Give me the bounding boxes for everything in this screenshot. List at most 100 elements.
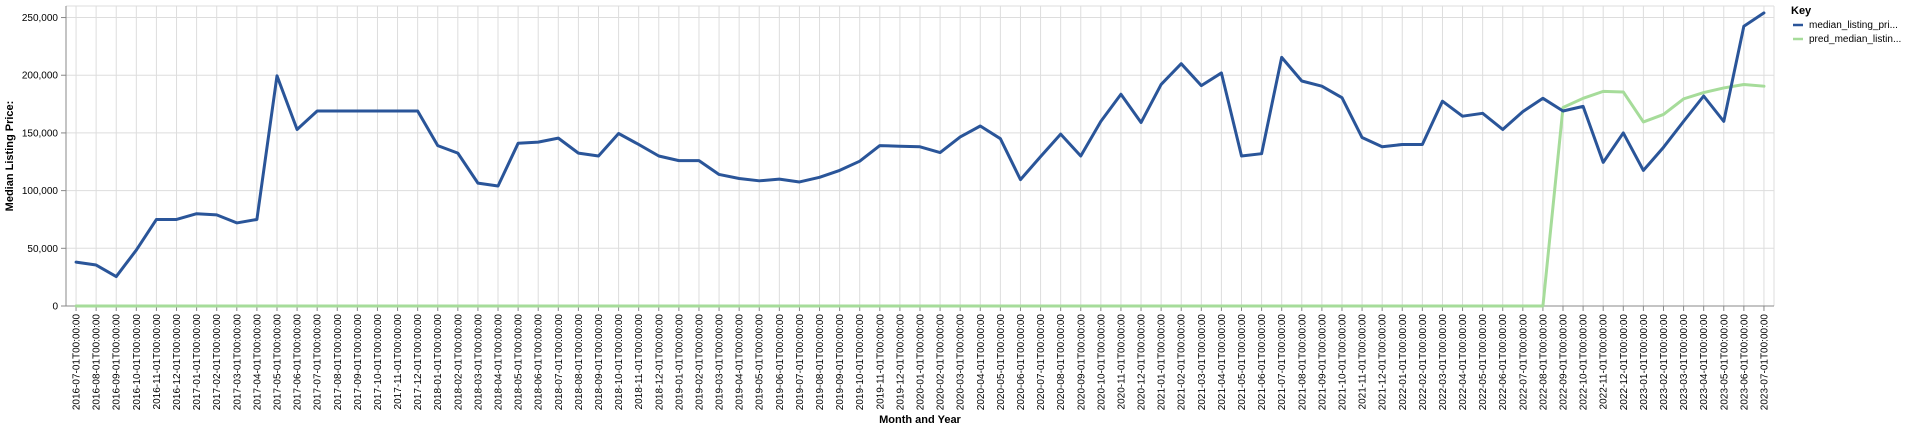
x-tick-label: 2021-12-01T00:00:00 [1378,314,1389,411]
x-tick-label: 2020-01-01T00:00:00 [916,314,927,411]
x-tick-label: 2017-11-01T00:00:00 [393,314,404,410]
x-tick-label: 2023-04-01T00:00:00 [1699,314,1710,411]
x-tick-label: 2017-04-01T00:00:00 [252,314,263,411]
x-tick-label: 2023-05-01T00:00:00 [1719,314,1730,411]
x-tick-label: 2020-07-01T00:00:00 [1036,314,1047,411]
x-tick-label: 2016-08-01T00:00:00 [92,314,103,411]
x-tick-label: 2017-12-01T00:00:00 [413,314,424,411]
x-tick-label: 2019-04-01T00:00:00 [735,314,746,411]
x-tick-label: 2023-06-01T00:00:00 [1739,314,1750,411]
x-tick-label: 2020-12-01T00:00:00 [1137,314,1148,411]
x-tick-label: 2016-12-01T00:00:00 [172,314,183,411]
x-tick-label: 2022-03-01T00:00:00 [1438,314,1449,411]
x-tick-label: 2017-05-01T00:00:00 [272,314,283,411]
x-tick-label: 2021-06-01T00:00:00 [1257,314,1268,411]
x-tick-label: 2022-02-01T00:00:00 [1418,314,1429,411]
x-tick-label: 2019-08-01T00:00:00 [815,314,826,411]
x-tick-label: 2019-02-01T00:00:00 [694,314,705,411]
x-tick-label: 2017-02-01T00:00:00 [212,314,223,411]
x-tick-label: 2020-09-01T00:00:00 [1076,314,1087,411]
x-tick-label: 2020-04-01T00:00:00 [976,314,987,411]
x-tick-label: 2020-11-01T00:00:00 [1116,314,1127,410]
x-tick-label: 2022-06-01T00:00:00 [1498,314,1509,411]
x-tick-label: 2019-10-01T00:00:00 [855,314,866,411]
x-tick-label: 2021-05-01T00:00:00 [1237,314,1248,411]
x-tick-label: 2017-03-01T00:00:00 [232,314,243,411]
x-tick-label: 2022-05-01T00:00:00 [1478,314,1489,411]
x-tick-label: 2018-07-01T00:00:00 [554,314,565,411]
x-tick-label: 2018-05-01T00:00:00 [514,314,525,411]
x-tick-label: 2019-06-01T00:00:00 [775,314,786,411]
x-tick-label: 2019-01-01T00:00:00 [674,314,685,411]
y-axis: 0 50,000 100,000 150,000 200,000 250,000 [22,6,67,313]
legend: Key median_listing_pri... pred_median_li… [1791,5,1901,45]
x-tick-label: 2016-09-01T00:00:00 [112,314,123,411]
x-tick-label: 2021-11-01T00:00:00 [1358,314,1369,410]
y-tick-label: 100,000 [22,186,59,197]
legend-label-median: median_listing_pri... [1809,20,1898,31]
x-tick-label: 2021-09-01T00:00:00 [1317,314,1328,411]
series-line-median [74,11,1766,279]
x-tick-label: 2022-08-01T00:00:00 [1538,314,1549,411]
x-tick-label: 2021-03-01T00:00:00 [1197,314,1208,411]
x-tick-label: 2017-06-01T00:00:00 [293,314,304,411]
x-tick-label: 2022-07-01T00:00:00 [1518,314,1529,411]
x-tick-label: 2018-12-01T00:00:00 [654,314,665,411]
x-tick-label: 2019-07-01T00:00:00 [795,314,806,411]
x-tick-label: 2018-11-01T00:00:00 [634,314,645,410]
x-tick-label: 2020-06-01T00:00:00 [1016,314,1027,411]
x-tick-label: 2016-11-01T00:00:00 [152,314,163,410]
x-tick-label: 2023-07-01T00:00:00 [1759,314,1770,411]
x-tick-label: 2017-10-01T00:00:00 [373,314,384,411]
x-tick-label: 2022-01-01T00:00:00 [1398,314,1409,411]
y-tick-label: 250,000 [22,13,59,24]
x-tick-label: 2020-03-01T00:00:00 [956,314,967,411]
x-tick-label: 2023-02-01T00:00:00 [1659,314,1670,411]
y-axis-title: Median Listing Price: [4,101,16,212]
x-tick-label: 2019-09-01T00:00:00 [835,314,846,411]
x-tick-label: 2017-01-01T00:00:00 [192,314,203,411]
x-tick-label: 2018-06-01T00:00:00 [534,314,545,411]
x-tick-label: 2022-12-01T00:00:00 [1619,314,1630,411]
x-tick-label: 2018-03-01T00:00:00 [473,314,484,411]
legend-item-median: median_listing_pri... [1793,20,1898,31]
x-tick-label: 2021-07-01T00:00:00 [1277,314,1288,411]
y-tick-label: 50,000 [27,244,58,255]
legend-title: Key [1791,5,1812,17]
x-tick-label: 2016-10-01T00:00:00 [132,314,143,411]
x-tick-label: 2021-10-01T00:00:00 [1337,314,1348,411]
x-tick-label: 2022-04-01T00:00:00 [1458,314,1469,411]
x-tick-label: 2019-12-01T00:00:00 [895,314,906,411]
x-tick-label: 2020-08-01T00:00:00 [1056,314,1067,411]
x-tick-label: 2019-11-01T00:00:00 [875,314,886,410]
x-tick-label: 2019-05-01T00:00:00 [755,314,766,411]
gridlines [66,5,1775,307]
x-tick-label: 2018-08-01T00:00:00 [574,314,585,411]
x-tick-label: 2022-10-01T00:00:00 [1579,314,1590,411]
x-tick-label: 2020-10-01T00:00:00 [1096,314,1107,411]
x-tick-label: 2017-07-01T00:00:00 [313,314,324,411]
x-tick-label: 2021-01-01T00:00:00 [1157,314,1168,411]
series-layer [74,11,1766,308]
x-tick-label: 2021-08-01T00:00:00 [1297,314,1308,411]
x-tick-label: 2018-01-01T00:00:00 [433,314,444,411]
x-tick-label: 2018-10-01T00:00:00 [614,314,625,411]
x-axis-title: Month and Year [879,414,961,426]
y-tick-label: 150,000 [22,128,59,139]
x-tick-label: 2023-01-01T00:00:00 [1639,314,1650,411]
x-tick-label: 2018-09-01T00:00:00 [594,314,605,411]
legend-label-pred: pred_median_listin... [1809,34,1901,45]
x-tick-label: 2020-02-01T00:00:00 [936,314,947,411]
x-tick-label: 2018-04-01T00:00:00 [494,314,505,411]
x-tick-label: 2021-02-01T00:00:00 [1177,314,1188,411]
x-tick-label: 2016-07-01T00:00:00 [72,314,83,411]
series-line-pred [74,82,1766,308]
legend-item-pred: pred_median_listin... [1793,34,1901,45]
x-tick-label: 2020-05-01T00:00:00 [996,314,1007,411]
x-tick-label: 2018-02-01T00:00:00 [453,314,464,411]
x-tick-label: 2017-08-01T00:00:00 [333,314,344,411]
x-tick-label: 2019-03-01T00:00:00 [715,314,726,411]
x-tick-label: 2017-09-01T00:00:00 [353,314,364,411]
x-tick-label: 2023-03-01T00:00:00 [1679,314,1690,411]
